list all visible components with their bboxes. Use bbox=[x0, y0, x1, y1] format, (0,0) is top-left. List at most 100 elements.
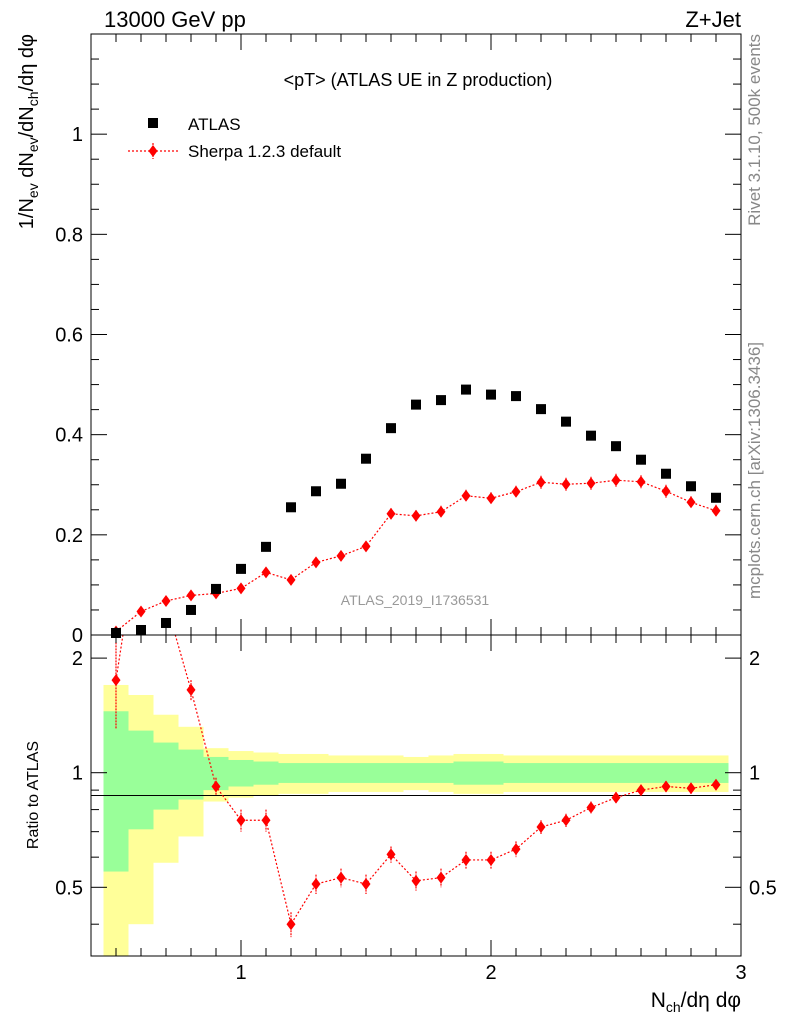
atlas-point bbox=[711, 492, 721, 503]
atlas-point bbox=[386, 423, 396, 434]
main-y-tick-label: 0.8 bbox=[55, 224, 83, 246]
green-band-segment bbox=[703, 763, 729, 783]
atlas-point bbox=[236, 563, 246, 574]
ratio-point bbox=[361, 878, 371, 891]
ratio-x-tick-label: 2 bbox=[485, 962, 496, 984]
main-x-axis bbox=[115, 34, 742, 635]
green-band-segment bbox=[603, 763, 629, 783]
green-band-segment bbox=[328, 763, 354, 783]
atlas-point bbox=[161, 617, 171, 628]
legend-sherpa-label: Sherpa 1.2.3 default bbox=[188, 142, 341, 161]
sherpa-point bbox=[161, 594, 171, 607]
atlas-point bbox=[286, 502, 296, 513]
main-plot-title: <pT> (ATLAS UE in Z production) bbox=[284, 70, 553, 90]
ratio-data-layer bbox=[111, 511, 721, 938]
atlas-point bbox=[586, 430, 596, 441]
ratio-y-tick-label: 0.5 bbox=[55, 877, 83, 899]
header-energy: 13000 GeV pp bbox=[104, 7, 246, 32]
ratio-y-tick-label-right: 0.5 bbox=[749, 877, 777, 899]
legend-atlas-marker bbox=[148, 118, 158, 128]
sherpa-point bbox=[136, 605, 146, 618]
ratio-y-axis-label: Ratio to ATLAS bbox=[25, 741, 42, 849]
atlas-point bbox=[686, 481, 696, 492]
ratio-point bbox=[461, 853, 471, 866]
sherpa-point bbox=[236, 582, 246, 595]
ratio-point bbox=[311, 878, 321, 891]
green-band-segment bbox=[628, 763, 654, 783]
main-y-tick-label: 1 bbox=[72, 124, 83, 146]
sherpa-point bbox=[636, 475, 646, 488]
atlas-point bbox=[561, 416, 571, 427]
green-band-segment bbox=[303, 763, 329, 783]
sherpa-point bbox=[461, 489, 471, 502]
ratio-point bbox=[611, 791, 621, 804]
sherpa-point bbox=[411, 509, 421, 522]
sherpa-point bbox=[486, 492, 496, 505]
green-band-segment bbox=[678, 763, 704, 783]
green-band-segment bbox=[528, 763, 554, 783]
green-band-segment bbox=[553, 763, 579, 783]
ratio-point bbox=[536, 821, 546, 834]
atlas-point bbox=[511, 391, 521, 402]
ratio-point bbox=[137, 511, 146, 523]
ratio-plot-panel: 0.5 0.5 1 1 2 2 1 2 3 Ratio to ATLAS Nch/dη dφ bbox=[25, 511, 777, 1015]
green-band-segment bbox=[103, 711, 129, 872]
sherpa-point bbox=[361, 540, 371, 553]
legend-atlas-label: ATLAS bbox=[188, 115, 241, 134]
sherpa-point bbox=[711, 504, 721, 517]
ratio-point bbox=[211, 780, 221, 793]
x-axis-label: Nch/dη dφ bbox=[651, 989, 741, 1015]
atlas-point bbox=[211, 583, 221, 594]
ratio-point bbox=[286, 918, 296, 931]
atlas-point bbox=[436, 395, 446, 406]
ratio-y-tick-label: 2 bbox=[72, 648, 83, 670]
sherpa-point bbox=[686, 496, 696, 509]
ratio-point bbox=[561, 814, 571, 827]
atlas-point bbox=[461, 384, 471, 395]
green-band-segment bbox=[353, 763, 379, 783]
atlas-point bbox=[336, 478, 346, 489]
ratio-point bbox=[386, 848, 396, 861]
ratio-point bbox=[511, 843, 521, 856]
atlas-point bbox=[261, 541, 271, 552]
ratio-y-tick-label-right: 2 bbox=[749, 648, 760, 670]
ratio-clip-group bbox=[111, 511, 721, 938]
legend-sherpa-marker bbox=[148, 145, 158, 157]
sherpa-point bbox=[186, 589, 196, 602]
ratio-point bbox=[661, 780, 671, 793]
ratio-sherpa-line bbox=[115, 635, 717, 926]
green-band-segment bbox=[228, 759, 254, 787]
sherpa-point bbox=[261, 566, 271, 579]
ratio-point bbox=[336, 871, 346, 884]
green-band-segment bbox=[253, 761, 279, 785]
atlas-point bbox=[486, 389, 496, 400]
main-y-axis-label: 1/Nev dNev/dNch/dη dφ bbox=[16, 34, 41, 229]
sherpa-line bbox=[115, 479, 717, 632]
sherpa-point bbox=[436, 505, 446, 518]
sherpa-point bbox=[561, 478, 571, 491]
green-band-segment bbox=[578, 763, 604, 783]
sherpa-point bbox=[336, 549, 346, 562]
ratio-point bbox=[636, 784, 646, 797]
main-y-tick-label: 0.2 bbox=[55, 525, 83, 547]
main-y-axis: 0 0.2 0.4 0.6 0.8 1 bbox=[55, 58, 741, 647]
ratio-y-axis: 0.5 0.5 1 1 2 2 bbox=[55, 648, 777, 925]
sherpa-point bbox=[386, 507, 396, 520]
ratio-uncertainty-bands bbox=[103, 684, 729, 956]
sherpa-point bbox=[286, 573, 296, 586]
ratio-point bbox=[486, 853, 496, 866]
ratio-point bbox=[436, 871, 446, 884]
ratio-y-tick-label: 1 bbox=[72, 763, 83, 785]
main-plot-panel: <pT> (ATLAS UE in Z production) ATLAS_20… bbox=[16, 33, 742, 647]
green-band-segment bbox=[278, 763, 304, 783]
legend: ATLAS Sherpa 1.2.3 default bbox=[128, 115, 341, 161]
ratio-point bbox=[411, 874, 421, 887]
ratio-x-tick-label: 3 bbox=[735, 962, 746, 984]
header-process: Z+Jet bbox=[685, 7, 741, 32]
green-band-segment bbox=[453, 761, 479, 785]
sherpa-point bbox=[661, 485, 671, 498]
main-data-layer bbox=[111, 384, 721, 638]
sherpa-point bbox=[586, 477, 596, 490]
ratio-point bbox=[586, 801, 596, 814]
green-band-segment bbox=[378, 763, 404, 783]
